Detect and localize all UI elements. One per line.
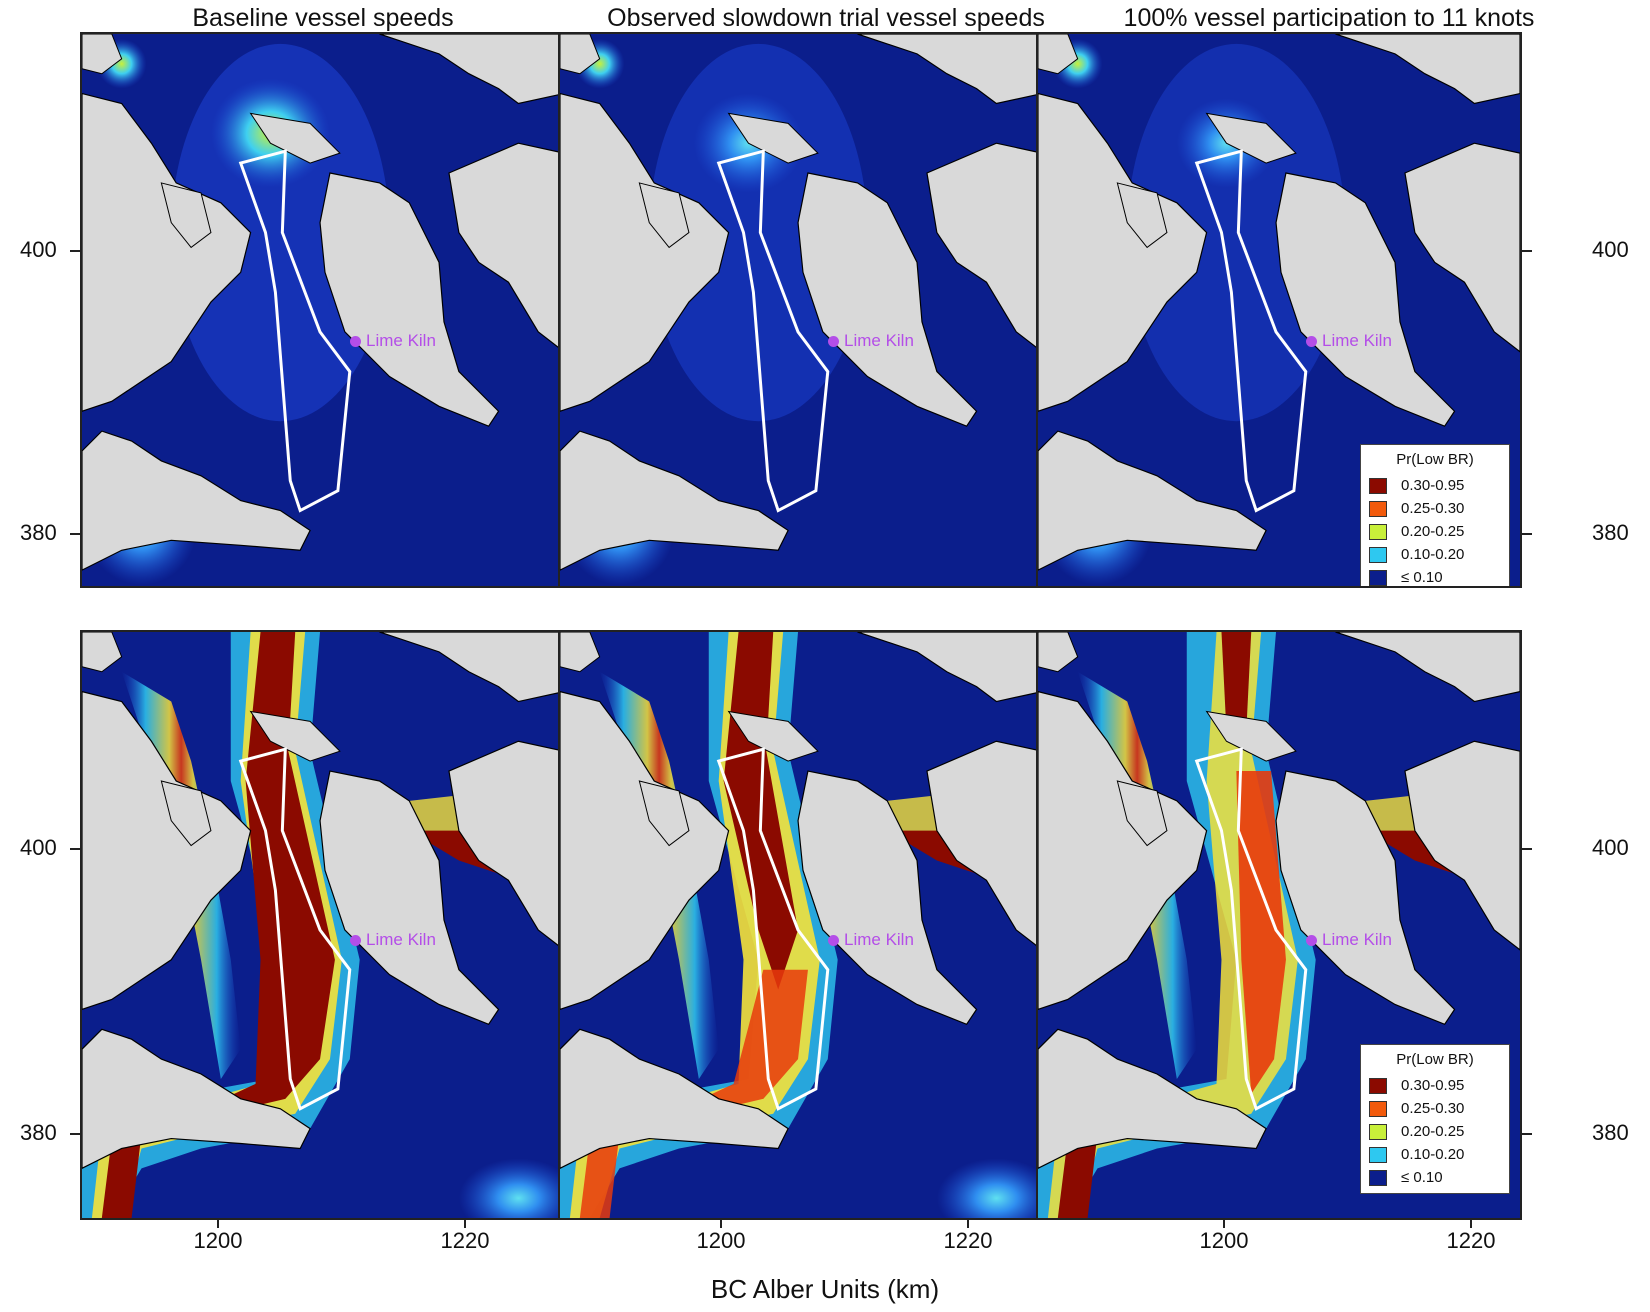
legend-swatch [1369,1077,1387,1094]
x-tick-label: 1220 [943,1228,993,1253]
x-tick-mark [967,1220,969,1228]
map-panel-bottom-slowdown [558,630,1044,1220]
map-svg [560,34,1042,586]
y-tick-label: 380 [20,1120,57,1145]
legend-swatch [1369,569,1387,586]
legend-item: 0.20-0.25 [1369,1120,1501,1143]
y-tick-label: 380 [1592,520,1629,545]
map-svg [1038,632,1520,1218]
legend-swatch [1369,500,1387,517]
slowdown-zone-outline [1194,747,1308,1111]
y-tick-label: 400 [20,237,57,262]
y-tick-mark [70,250,80,252]
legend-title: Pr(Low BR) [1396,451,1474,468]
slowdown-zone-outline [238,747,352,1111]
x-tick-mark [464,1220,466,1228]
legend-item: ≤ 0.10 [1369,1166,1501,1189]
legend-swatch [1369,1123,1387,1140]
lime-kiln-marker [350,336,361,347]
lime-kiln-marker [1306,336,1317,347]
lime-kiln-marker [1306,935,1317,946]
map-svg [82,34,564,586]
legend-label: 0.10-0.20 [1401,1146,1465,1163]
legend-label: ≤ 0.10 [1401,1169,1443,1186]
y-tick-mark [1522,250,1532,252]
y-tick-mark [1522,848,1532,850]
legend-swatch [1369,477,1387,494]
y-tick-mark [1522,533,1532,535]
map-svg [82,632,564,1218]
legend-label: 0.25-0.30 [1401,500,1465,517]
legend-label: 0.10-0.20 [1401,546,1465,563]
column-title-full-participation: 100% vessel participation to 11 knots [1123,4,1535,32]
legend-label: ≤ 0.10 [1401,569,1443,586]
legend-item: 0.20-0.25 [1369,520,1501,543]
map-panel-bottom-full-participation: Pr(Low BR) 0.30-0.95 0.25-0.30 0.20-0.25… [1036,630,1522,1220]
y-tick-label: 400 [20,835,57,860]
x-tick-label: 1200 [1199,1228,1249,1253]
map-svg [560,632,1042,1218]
legend-label: 0.20-0.25 [1401,523,1465,540]
legend-swatch [1369,1169,1387,1186]
x-tick-label: 1220 [1446,1228,1496,1253]
column-title-baseline: Baseline vessel speeds [192,4,454,32]
x-tick-mark [1223,1220,1225,1228]
legend-label: 0.30-0.95 [1401,477,1465,494]
lime-kiln-marker [828,935,839,946]
y-tick-mark [70,848,80,850]
y-tick-mark [1522,1133,1532,1135]
x-axis-label: BC Alber Units (km) [710,1274,940,1304]
lime-kiln-label: Lime Kiln [1322,930,1392,949]
legend-bottom: Pr(Low BR) 0.30-0.95 0.25-0.30 0.20-0.25… [1360,1044,1510,1194]
map-panel-top-full-participation: Pr(Low BR) 0.30-0.95 0.25-0.30 0.20-0.25… [1036,32,1522,588]
legend-label: 0.25-0.30 [1401,1100,1465,1117]
x-tick-label: 1200 [193,1228,243,1253]
legend-label: 0.20-0.25 [1401,1123,1465,1140]
y-tick-label: 400 [1592,835,1629,860]
x-tick-mark [217,1220,219,1228]
lime-kiln-marker [350,935,361,946]
legend-item: 0.10-0.20 [1369,543,1501,566]
slowdown-zone-outline [238,149,352,513]
y-tick-label: 380 [1592,1120,1629,1145]
slowdown-zone-outline [716,149,830,513]
x-tick-mark [720,1220,722,1228]
legend-item: ≤ 0.10 [1369,566,1501,586]
slowdown-zone-outline [716,747,830,1111]
y-tick-mark [70,1133,80,1135]
legend-swatch [1369,546,1387,563]
legend-item: 0.30-0.95 [1369,1074,1501,1097]
lime-kiln-label: Lime Kiln [366,930,436,949]
legend-title: Pr(Low BR) [1396,1051,1474,1068]
lime-kiln-label: Lime Kiln [844,331,914,350]
legend-top: Pr(Low BR) 0.30-0.95 0.25-0.30 0.20-0.25… [1360,444,1510,586]
slowdown-zone-outline [1194,149,1308,513]
legend-label: 0.30-0.95 [1401,1077,1465,1094]
y-tick-mark [70,533,80,535]
lime-kiln-marker [828,336,839,347]
lime-kiln-label: Lime Kiln [366,331,436,350]
lime-kiln-label: Lime Kiln [1322,331,1392,350]
x-tick-label: 1220 [440,1228,490,1253]
legend-swatch [1369,523,1387,540]
legend-swatch [1369,1100,1387,1117]
y-tick-label: 400 [1592,237,1629,262]
x-tick-label: 1200 [696,1228,746,1253]
legend-item: 0.25-0.30 [1369,1097,1501,1120]
legend-item: 0.10-0.20 [1369,1143,1501,1166]
y-tick-label: 380 [20,520,57,545]
map-panel-top-slowdown [558,32,1044,588]
map-panel-bottom-baseline [80,630,566,1220]
map-panel-top-baseline [80,32,566,588]
column-title-slowdown: Observed slowdown trial vessel speeds [607,4,1045,32]
legend-swatch [1369,1146,1387,1163]
lime-kiln-label: Lime Kiln [844,930,914,949]
x-tick-mark [1470,1220,1472,1228]
legend-item: 0.25-0.30 [1369,497,1501,520]
legend-item: 0.30-0.95 [1369,474,1501,497]
